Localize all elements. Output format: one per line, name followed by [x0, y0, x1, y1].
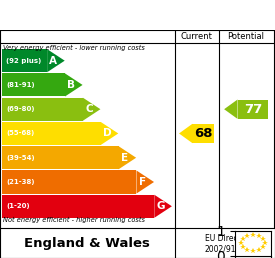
Text: Energy Efficiency Rating: Energy Efficiency Rating	[6, 8, 189, 21]
Polygon shape	[136, 171, 154, 194]
Polygon shape	[65, 74, 82, 96]
Text: C: C	[85, 104, 93, 114]
Text: (81-91): (81-91)	[6, 82, 35, 88]
Text: A: A	[49, 56, 57, 66]
Bar	[2, 122, 101, 145]
Bar	[2, 171, 136, 194]
Text: E: E	[121, 153, 128, 163]
Text: D: D	[103, 128, 111, 139]
Text: (39-54): (39-54)	[6, 155, 35, 161]
Bar	[2, 98, 83, 121]
Text: England & Wales: England & Wales	[24, 237, 150, 250]
Text: Not energy efficient - higher running costs: Not energy efficient - higher running co…	[3, 217, 145, 223]
Text: F: F	[139, 177, 146, 187]
Polygon shape	[83, 98, 100, 121]
Text: Potential: Potential	[228, 32, 265, 41]
Text: 77: 77	[244, 103, 262, 116]
Text: G: G	[156, 201, 165, 211]
Text: Very energy efficient - lower running costs: Very energy efficient - lower running co…	[3, 45, 145, 51]
Text: (1-20): (1-20)	[6, 203, 30, 209]
Polygon shape	[224, 100, 238, 119]
Bar	[2, 74, 65, 96]
Bar	[2, 49, 47, 72]
Text: 2002/91/EC: 2002/91/EC	[205, 245, 249, 254]
Polygon shape	[179, 124, 192, 143]
Text: (21-38): (21-38)	[6, 179, 35, 185]
Bar	[2, 146, 119, 169]
Text: (55-68): (55-68)	[6, 131, 35, 136]
Bar	[2, 195, 154, 218]
Text: (69-80): (69-80)	[6, 106, 35, 112]
Polygon shape	[101, 122, 118, 145]
Bar	[238, 100, 268, 119]
Polygon shape	[119, 146, 136, 169]
Polygon shape	[154, 195, 172, 218]
Polygon shape	[47, 49, 65, 72]
Text: EU Directive: EU Directive	[205, 234, 252, 243]
Text: Current: Current	[181, 32, 213, 41]
Text: B: B	[67, 80, 75, 90]
Bar	[192, 124, 214, 143]
Text: (92 plus): (92 plus)	[6, 58, 42, 64]
Text: 68: 68	[194, 127, 213, 140]
